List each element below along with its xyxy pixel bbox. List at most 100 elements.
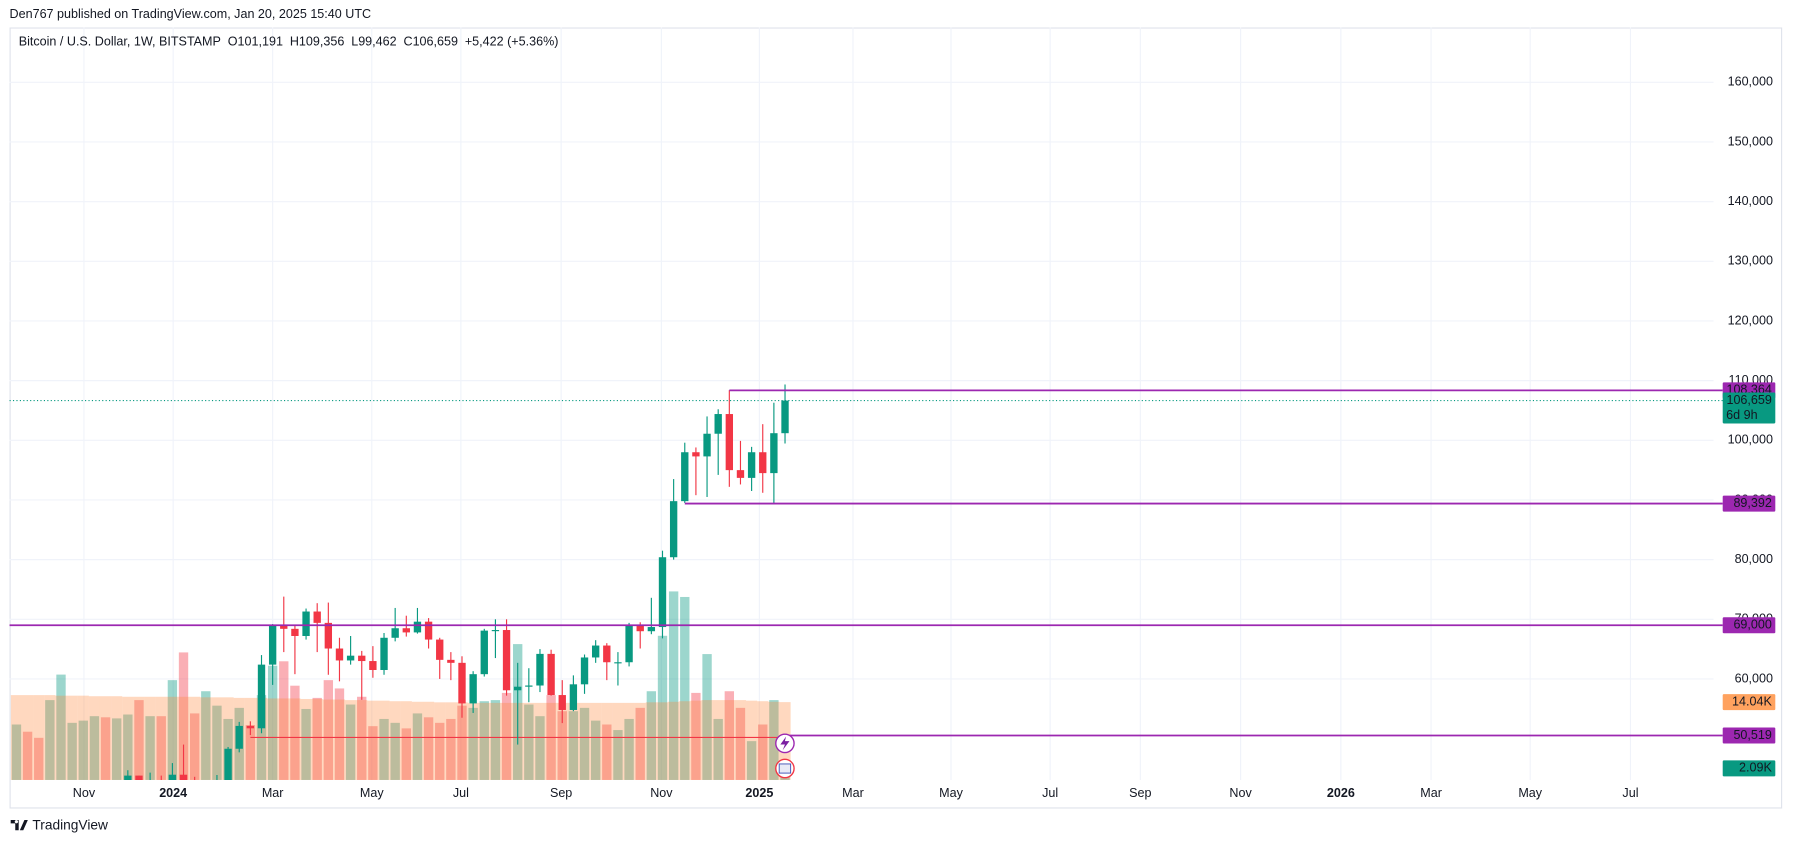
volume-ma-label-box: [1722, 694, 1776, 711]
volume-ma-area: [244, 697, 256, 780]
candle-body: [747, 452, 756, 478]
volume-ma-area: [400, 701, 412, 780]
legend-text: O: [228, 35, 238, 49]
volume-ma-area: [578, 702, 591, 780]
volume-bar: [624, 718, 634, 780]
y-tick-label: 120,000: [1728, 313, 1773, 327]
volume-bar: [100, 717, 111, 780]
candle-body: [235, 725, 243, 749]
volume-bar: [145, 716, 155, 780]
volume-bar: [156, 716, 166, 780]
x-tick-label: May: [939, 786, 963, 800]
candle-body: [257, 664, 266, 729]
volume-ma-area: [155, 696, 167, 780]
candle-body: [614, 662, 622, 664]
volume-ma-area: [10, 695, 23, 780]
footer-text: TradingView: [32, 817, 108, 832]
candle-body: [124, 775, 132, 780]
volume-bar: [212, 705, 222, 780]
volume-ma-area: [601, 702, 613, 780]
volume-ma-area: [523, 702, 535, 780]
volume-label-box: [1722, 760, 1776, 777]
volume-bar: [769, 700, 779, 780]
volume-ma-area: [55, 695, 67, 780]
volume-bar: [490, 700, 501, 780]
candle-body: [558, 695, 566, 710]
candle-body: [770, 433, 778, 474]
candle-body: [781, 400, 789, 434]
volume-ma-area: [66, 695, 78, 780]
volume-bar: [56, 674, 66, 780]
candle-body: [647, 627, 656, 632]
lightning-icon: [780, 736, 790, 751]
candle-body: [692, 452, 700, 457]
volume-bar: [279, 661, 289, 780]
volume-bar: [691, 692, 701, 780]
legend-text: 101,191: [238, 35, 283, 49]
level-label: 69,000: [1733, 618, 1771, 632]
x-tick-label: 2026: [1327, 786, 1355, 800]
volume-bar: [702, 654, 712, 780]
volume-bar: [45, 700, 55, 780]
volume-ma-area: [500, 702, 513, 780]
price-label-box: [1722, 392, 1776, 424]
candle-body: [514, 686, 522, 691]
x-tick-label: Sep: [550, 786, 572, 800]
volume-ma-area: [99, 696, 112, 780]
candle-body: [703, 433, 711, 457]
volume-ma-area: [88, 696, 100, 780]
volume-bar: [568, 711, 579, 780]
volume-ma-area: [567, 702, 579, 780]
candle-body: [380, 637, 388, 670]
candle-body: [135, 775, 143, 780]
volume-ma-area: [757, 701, 769, 780]
volume-bar: [735, 707, 746, 780]
volume-ma-area: [133, 696, 145, 780]
volume-ma-area: [623, 702, 635, 780]
volume-bar: [123, 714, 133, 780]
volume-ma-area: [690, 700, 702, 780]
volume-bar: [34, 737, 44, 780]
y-tick-label: 130,000: [1728, 254, 1773, 268]
volume-bar: [635, 707, 645, 780]
volume-ma-area: [556, 702, 568, 780]
y-tick-label: 140,000: [1728, 194, 1773, 208]
volume-bar: [379, 718, 389, 780]
candle-body: [168, 774, 177, 780]
legend-text: +5,422 (+5.36%): [465, 35, 559, 49]
volume-ma-area: [712, 700, 724, 780]
level-label-box: [1722, 617, 1776, 634]
volume-ma-area: [378, 700, 390, 780]
legend-text: C: [403, 35, 412, 49]
volume-bar: [758, 724, 768, 780]
volume-ma-area: [322, 699, 334, 780]
legend-text: H: [290, 35, 299, 49]
volume-ma-area: [423, 701, 435, 780]
volume-bar: [657, 635, 668, 780]
volume-bar: [267, 665, 278, 780]
volume-ma-area: [389, 701, 401, 780]
volume-ma-area: [478, 702, 490, 780]
candle-body: [424, 621, 433, 640]
candle-body: [324, 622, 333, 649]
x-tick-label: Nov: [650, 786, 673, 800]
volume-ma-area: [679, 701, 691, 780]
candle-body: [591, 645, 600, 658]
legend-text: 109,356: [299, 35, 344, 49]
plot-area: [10, 384, 791, 780]
candle-body: [358, 655, 366, 662]
candle-body: [469, 674, 477, 704]
x-tick-label: 2024: [159, 786, 187, 800]
volume-ma-area: [534, 702, 546, 780]
x-tick-label: Jul: [1622, 786, 1638, 800]
candle-body: [268, 625, 277, 665]
candle-body: [580, 657, 589, 685]
volume-bar: [178, 652, 189, 780]
level-label-box: [1722, 495, 1776, 512]
candle-body: [313, 611, 321, 623]
candle-body: [636, 625, 644, 632]
volume-ma-area: [345, 700, 357, 780]
grid: [9, 27, 1714, 780]
